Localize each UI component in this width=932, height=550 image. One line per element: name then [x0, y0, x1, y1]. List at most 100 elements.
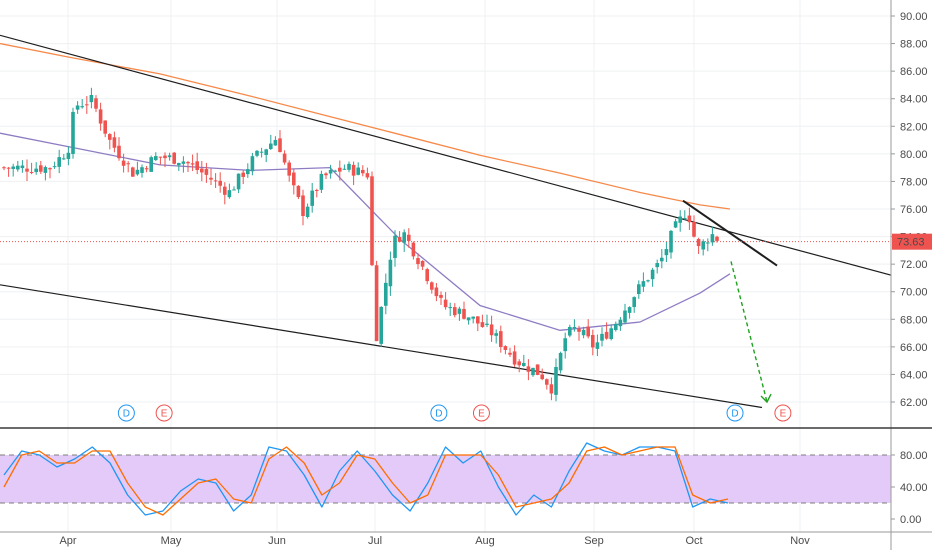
candle-body: [131, 167, 135, 177]
candle-body: [241, 172, 245, 177]
candle-body: [347, 163, 351, 170]
candle-body: [117, 145, 121, 159]
candle-body: [416, 258, 420, 265]
event-marker-letter: D: [435, 409, 442, 420]
candle-body: [581, 329, 586, 336]
candle-body: [710, 234, 715, 243]
y-tick-label: 70.00: [900, 287, 928, 299]
candle-body: [190, 163, 195, 165]
candle-body: [701, 241, 705, 250]
candle-body: [154, 156, 158, 161]
candle-body: [618, 319, 623, 327]
candle-body: [319, 173, 324, 190]
event-marker-letter: E: [780, 409, 787, 420]
candle-body: [273, 139, 278, 146]
candle-body: [209, 177, 213, 180]
candle-body: [269, 143, 273, 150]
candle-body: [407, 234, 411, 241]
candle-body: [204, 169, 209, 175]
candle-body: [186, 162, 190, 164]
candle-body: [121, 160, 126, 166]
candle-body: [264, 149, 268, 155]
candle-body: [696, 239, 701, 247]
candle-body: [112, 137, 117, 148]
candle-body: [558, 352, 563, 371]
candle-body: [287, 162, 291, 176]
short-moving-average: [0, 132, 731, 331]
oscillator-tick-label: 80.00: [900, 450, 928, 462]
candle-body: [609, 328, 613, 340]
candle-body: [172, 152, 176, 164]
channel-upper-line: [0, 34, 892, 276]
x-tick-label: Jun: [268, 535, 286, 547]
x-tick-label: Aug: [475, 535, 495, 547]
event-marker-circle: [472, 404, 490, 422]
y-tick-label: 80.00: [900, 149, 928, 161]
candle-body: [650, 269, 655, 280]
dividend-marker: D: [726, 404, 744, 422]
candle-body: [604, 331, 609, 339]
candle-body: [678, 216, 682, 223]
candle-body: [34, 168, 38, 173]
y-tick-label: 90.00: [900, 11, 928, 23]
candle-body: [655, 263, 659, 268]
candle-body: [328, 169, 333, 174]
candle-body: [85, 104, 89, 106]
candle-body: [301, 195, 305, 216]
x-tick-label: Apr: [59, 535, 76, 547]
candle-body: [80, 106, 84, 108]
candle-body: [393, 235, 397, 258]
candle-body: [163, 155, 167, 159]
y-tick-label: 84.00: [900, 94, 928, 106]
candle-body: [549, 384, 554, 394]
candle-body: [540, 374, 544, 380]
earnings-marker: E: [774, 404, 792, 422]
candle-body: [632, 297, 636, 308]
last-price-tag-box: [892, 233, 932, 250]
candle-body: [213, 180, 218, 182]
earnings-marker: E: [472, 404, 490, 422]
candle-body: [471, 316, 475, 319]
candle-body: [402, 232, 406, 243]
earnings-marker: E: [155, 404, 173, 422]
candle-body: [296, 185, 301, 198]
candle-body: [66, 152, 71, 159]
candle-body: [499, 331, 503, 347]
candle-body: [338, 167, 342, 172]
candle-body: [259, 151, 264, 153]
candle-body: [425, 269, 429, 282]
candle-body: [103, 120, 107, 134]
candle-body: [25, 168, 29, 172]
oscillator-tick-label: 40.00: [900, 482, 928, 494]
y-axis-labels: 62.0064.0066.0068.0070.0072.0074.0076.00…: [891, 11, 928, 526]
candle-body: [512, 351, 517, 365]
candle-body: [2, 167, 6, 169]
y-tick-label: 88.00: [900, 39, 928, 51]
moving-averages: [0, 42, 731, 331]
candle-body: [526, 366, 531, 372]
event-marker-letter: E: [478, 409, 485, 420]
candle-body: [397, 237, 402, 242]
candle-body: [315, 190, 319, 192]
y-tick-label: 78.00: [900, 176, 928, 188]
candle-body: [494, 333, 498, 336]
x-axis-labels: Apr May Jun Jul Aug Sep Oct Nov: [59, 535, 810, 547]
candle-body: [586, 326, 590, 337]
candle-body: [522, 362, 526, 367]
candle-body: [149, 157, 153, 172]
y-tick-label: 64.00: [900, 369, 928, 381]
event-marker-circle: [726, 404, 744, 422]
candle-body: [531, 367, 535, 376]
candle-body: [457, 308, 462, 314]
candle-body: [236, 173, 241, 190]
last-price-tag: 73.63: [892, 233, 932, 250]
candle-body: [158, 156, 163, 158]
candle-body: [379, 306, 383, 344]
y-tick-label: 66.00: [900, 342, 928, 354]
candle-body: [48, 168, 52, 170]
oscillator-band: [0, 454, 891, 504]
candle-body: [278, 138, 282, 153]
candle-body: [434, 287, 439, 297]
event-marker-letter: E: [161, 409, 168, 420]
candle-body: [462, 308, 466, 319]
